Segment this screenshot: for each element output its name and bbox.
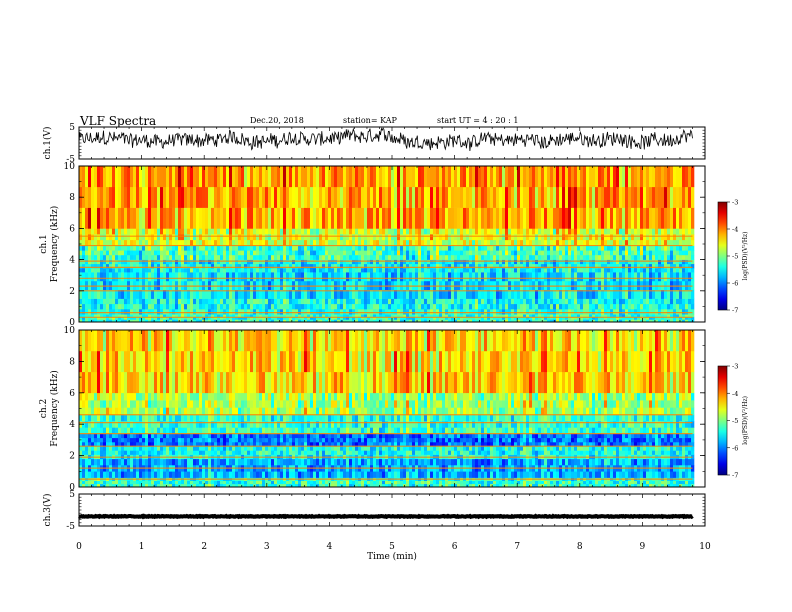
colorbar-tick-label: -6 xyxy=(732,280,738,288)
colorbar-tick-label: -5 xyxy=(732,417,738,425)
x-tick-label: 7 xyxy=(514,542,520,552)
y-tick-label: 8 xyxy=(69,357,75,367)
figure-title: VLF Spectra xyxy=(80,114,157,128)
y-axis-label: ch.2 xyxy=(39,399,49,418)
x-tick-label: 10 xyxy=(699,542,711,552)
x-tick-label: 3 xyxy=(264,542,270,552)
colorbar-tick-label: -6 xyxy=(732,444,738,452)
colorbar-tick-label: -3 xyxy=(732,199,738,207)
y-tick-label: 4 xyxy=(69,420,75,430)
colorbar: -3 -4 -5 -6 -7 log(PSD)(V²/Hz) xyxy=(717,199,749,315)
start-time-label: start UT = 4 : 20 : 1 xyxy=(437,116,519,125)
x-tick-label: 4 xyxy=(327,542,333,552)
y-tick-label: 0 xyxy=(69,318,75,328)
waveform-trace xyxy=(78,127,693,152)
y-tick-label: -5 xyxy=(66,522,75,532)
y-tick-label: 10 xyxy=(64,326,76,336)
panel-frame xyxy=(78,493,706,527)
date-label: Dec.20, 2018 xyxy=(250,116,304,125)
x-tick-label: 9 xyxy=(640,542,646,552)
x-tick-label: 0 xyxy=(76,542,82,552)
y-tick-label: 6 xyxy=(69,224,75,234)
spectrogram-image xyxy=(79,330,705,487)
x-axis: 0 1 2 3 4 5 6 7 8 9 10 Time (min) xyxy=(76,542,711,562)
x-tick-label: 6 xyxy=(452,542,458,552)
colorbar-label: log(PSD)(V²/Hz) xyxy=(742,232,749,281)
y-tick-label: 4 xyxy=(69,256,75,266)
panel-frame xyxy=(78,126,706,160)
ch2-spectrogram: 0 2 4 6 8 10 ch.2 Frequency (kHz) -3 -4 -5 -6 -7 log(… xyxy=(39,326,749,493)
spectrogram-image xyxy=(79,166,705,322)
station-label: station= KAP xyxy=(343,116,397,125)
y-tick-label: 8 xyxy=(69,193,75,203)
y-tick-label: 0 xyxy=(69,483,75,493)
colorbar-tick-label: -4 xyxy=(732,390,738,398)
y-tick-label: -5 xyxy=(66,155,75,165)
colorbar-gradient xyxy=(717,365,728,476)
ch1-waveform: 5 -5 ch.1(V) xyxy=(42,123,706,165)
y-tick-label: 5 xyxy=(69,490,75,500)
colorbar-tick-label: -3 xyxy=(732,363,738,371)
y-tick-label: 5 xyxy=(69,123,75,133)
colorbar-tick-label: -7 xyxy=(732,307,738,315)
x-tick-label: 8 xyxy=(577,542,583,552)
y-axis-label: ch.3(V) xyxy=(42,494,53,527)
x-tick-label: 1 xyxy=(139,542,145,552)
colorbar-label: log(PSD)(V²/Hz) xyxy=(742,396,749,445)
colorbar-gradient xyxy=(717,201,728,311)
y-tick-label: 6 xyxy=(69,389,75,399)
y-axis-label: Frequency (kHz) xyxy=(49,370,60,447)
y-tick-label: 10 xyxy=(64,162,76,172)
colorbar-tick-label: -4 xyxy=(732,226,738,234)
y-axis-label: ch.1(V) xyxy=(42,127,53,160)
x-axis-label: Time (min) xyxy=(367,551,417,562)
y-tick-label: 2 xyxy=(69,452,75,462)
colorbar-tick-label: -7 xyxy=(732,472,738,480)
x-tick-label: 2 xyxy=(201,542,207,552)
ch3-waveform: 5 -5 ch.3(V) xyxy=(42,490,706,532)
colorbar: -3 -4 -5 -6 -7 log(PSD)(V²/Hz) xyxy=(717,363,749,480)
colorbar-tick-label: -5 xyxy=(732,253,738,261)
x-tick-label: 5 xyxy=(389,542,395,552)
y-axis-label: Frequency (kHz) xyxy=(49,206,60,283)
y-axis-label: ch.1 xyxy=(39,234,49,253)
waveform-trace xyxy=(78,513,694,520)
ch1-spectrogram: 0 2 4 6 8 10 ch.1 Frequency (kHz) -3 -4 -5 -6 -7 log(… xyxy=(39,162,749,328)
y-tick-label: 2 xyxy=(69,287,75,297)
